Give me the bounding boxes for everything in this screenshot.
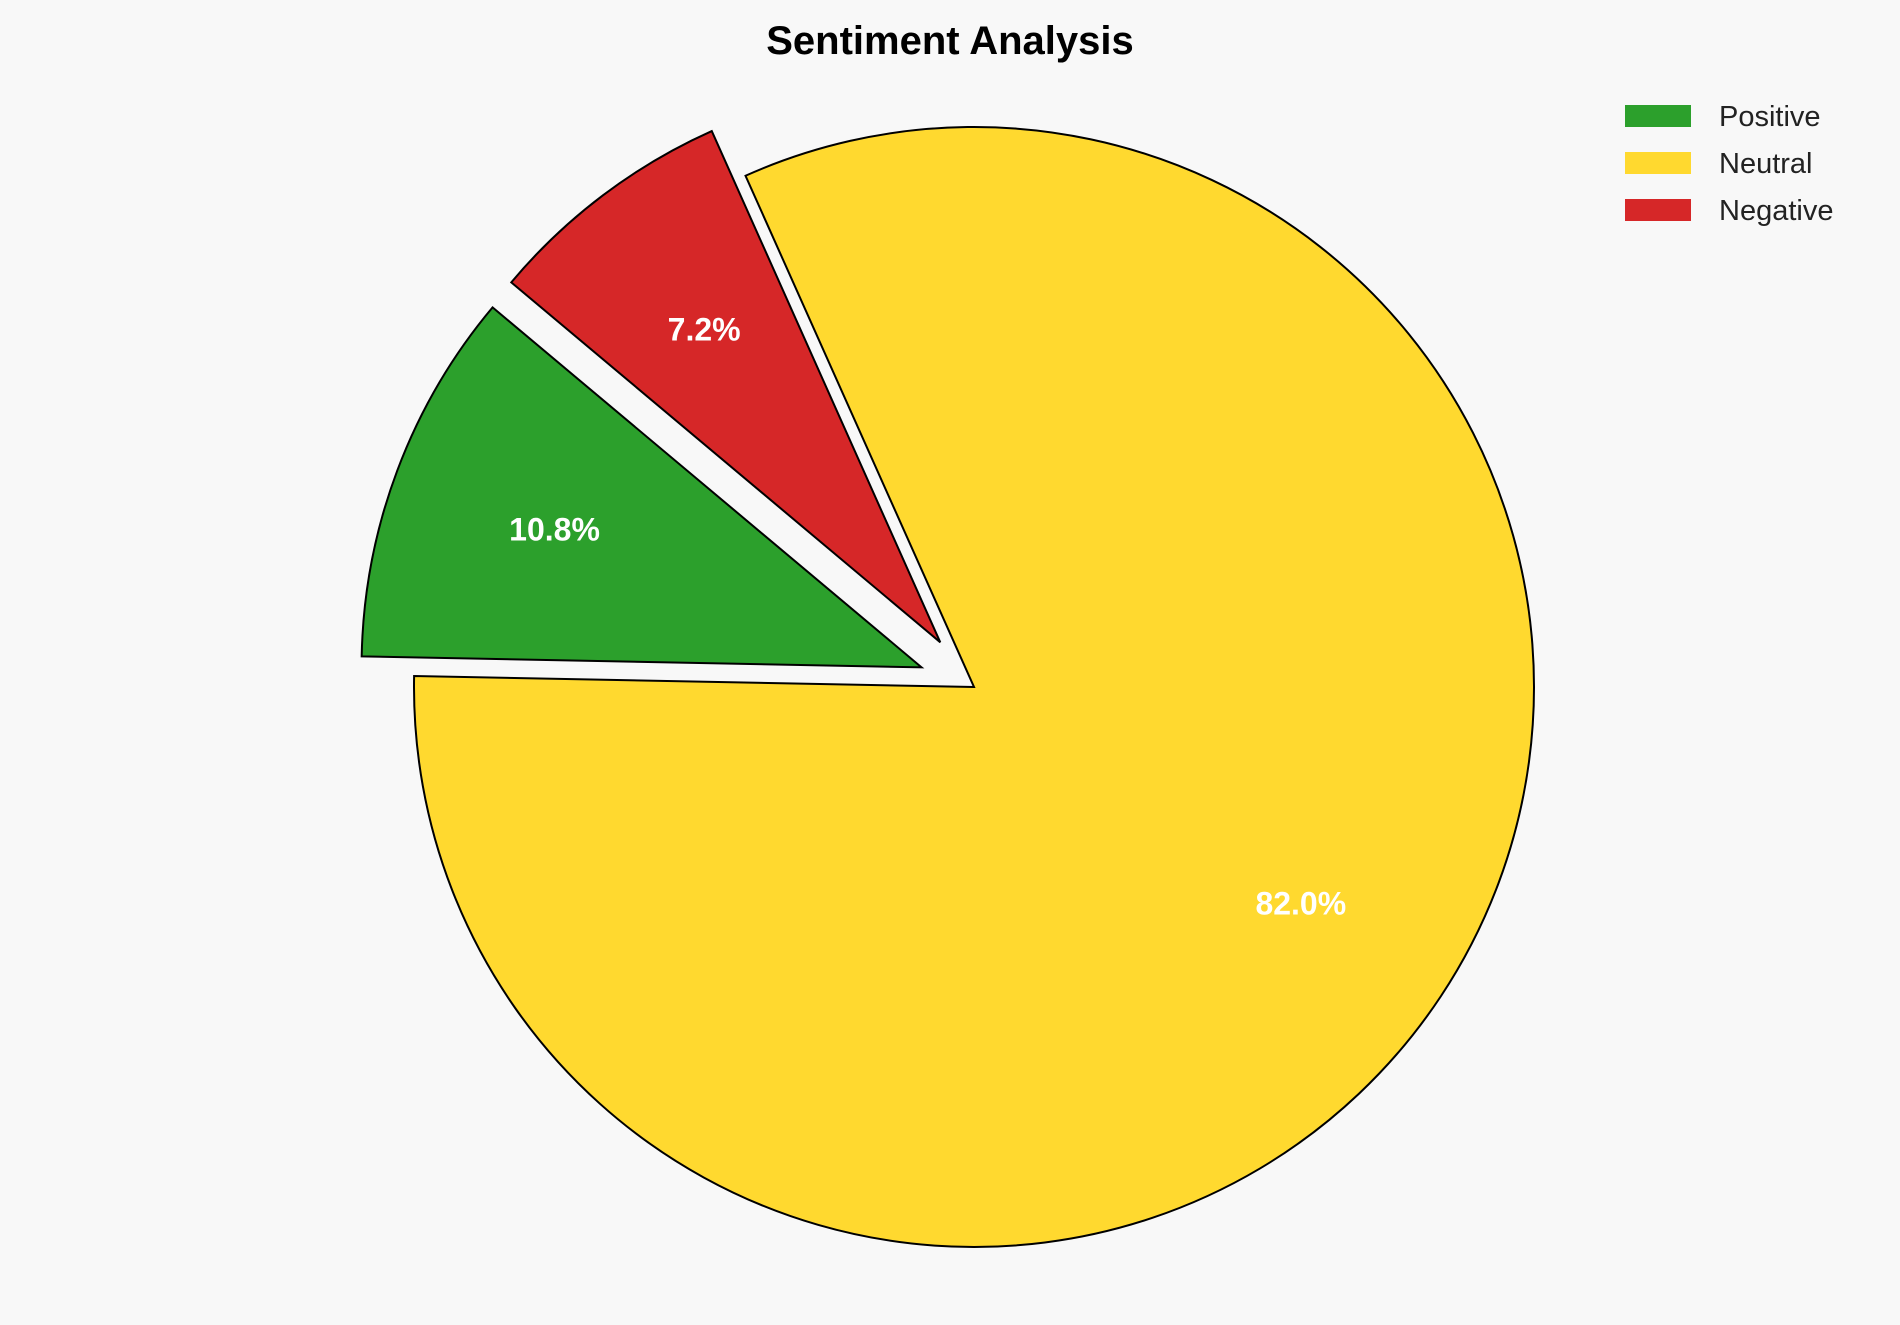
wedge-positive (360, 305, 925, 669)
chart-title: Sentiment Analysis (766, 19, 1134, 63)
pct-label-negative: 7.2% (668, 311, 741, 347)
pct-label-positive: 10.8% (509, 512, 600, 548)
pct-label-neutral: 82.0% (1255, 885, 1346, 921)
legend-swatch-negative (1625, 199, 1691, 221)
wedge-neutral (413, 125, 1535, 1248)
legend: Positive Neutral Negative (1625, 101, 1833, 227)
legend-swatch-positive (1625, 105, 1691, 127)
legend-label-negative: Negative (1719, 195, 1833, 227)
pie-labels: 10.8% 82.0% 7.2% (509, 311, 1346, 921)
legend-swatch-neutral (1625, 152, 1691, 174)
legend-label-neutral: Neutral (1719, 148, 1813, 180)
legend-label-positive: Positive (1719, 101, 1821, 133)
wedge-negative (509, 129, 942, 644)
pie-wedges (360, 125, 1535, 1248)
